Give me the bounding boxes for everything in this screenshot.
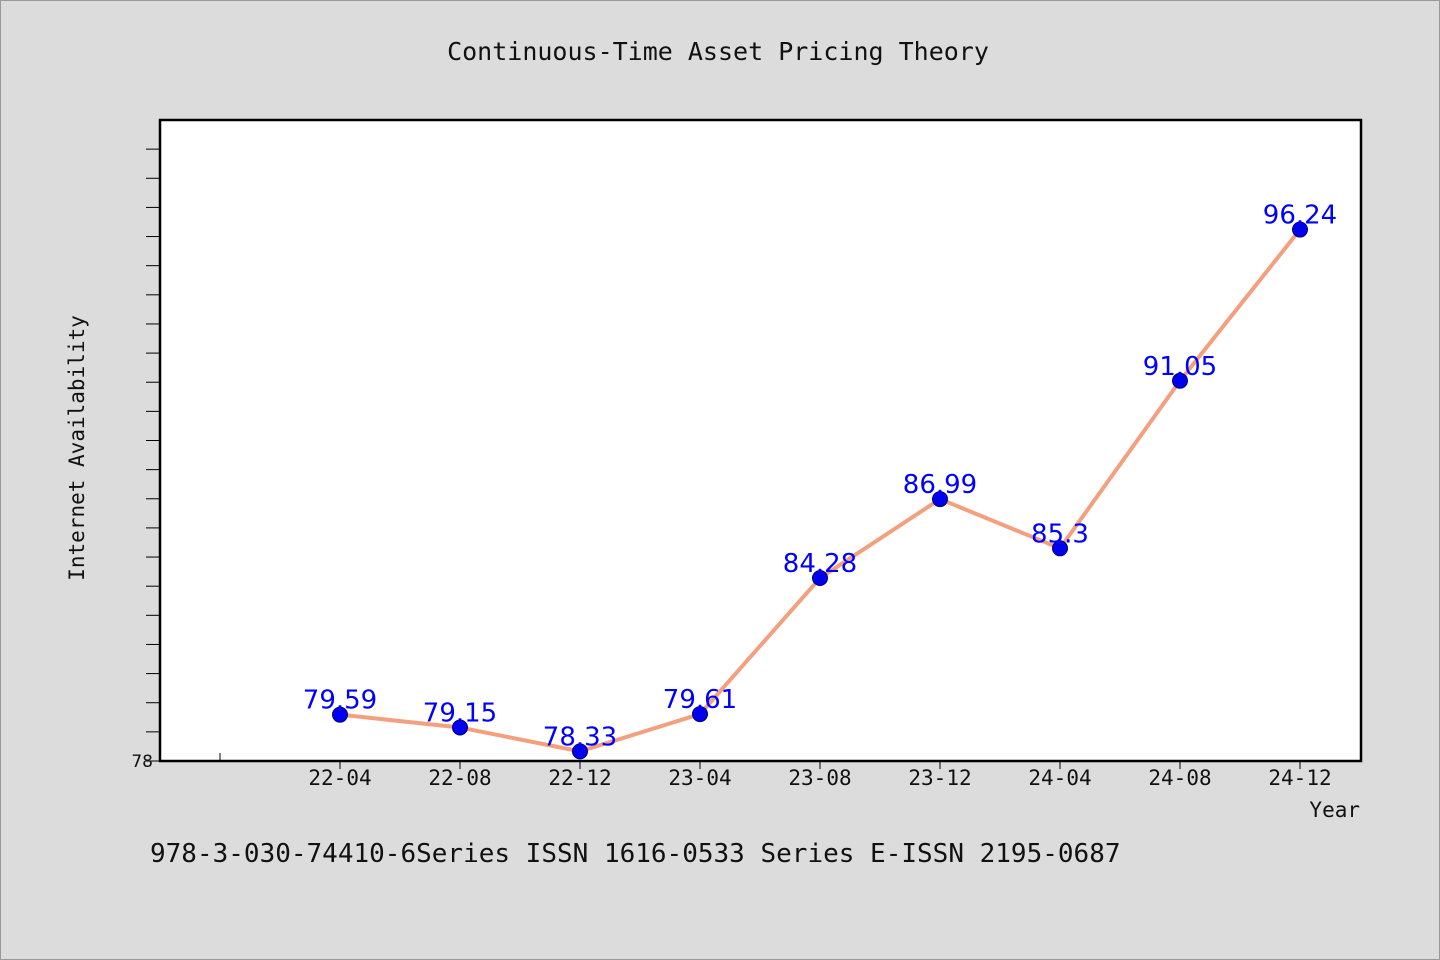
x-tick-label: 22-08 [428,766,491,790]
data-point [1052,540,1068,557]
data-label: 85.3 [1031,519,1089,549]
data-series: 79.59 79.15 78.33 79.61 84.28 86.99 85.3 91.05 9… [303,201,1337,760]
x-tick-label: 22-04 [308,766,371,790]
x-axis-label: Year [1309,798,1360,822]
data-point [812,570,828,587]
data-label: 96.24 [1263,201,1337,231]
y-tick-label: 78 [131,752,153,772]
x-tick-label: 24-04 [1028,766,1091,790]
x-tick-label: 23-04 [668,766,731,790]
data-point [932,491,948,508]
data-label: 79.59 [303,686,377,716]
x-tick-label: 24-08 [1148,766,1211,790]
y-axis-ticks: 78 [131,148,160,772]
x-tick-label: 23-08 [788,766,851,790]
data-point [1172,372,1188,389]
chart-title: Continuous-Time Asset Pricing Theory [447,37,989,66]
data-label: 79.15 [423,698,497,728]
data-point [1292,221,1308,238]
data-point [332,706,348,723]
data-label: 84.28 [783,549,857,579]
data-point [692,706,708,723]
data-label: 79.61 [663,685,737,715]
data-label: 91.05 [1143,352,1217,382]
x-tick-label: 23-12 [908,766,971,790]
data-label: 78.33 [543,722,617,752]
y-axis-label: Internet Availability [65,315,89,581]
plot-area [158,118,1363,763]
x-tick-label: 24-12 [1268,766,1331,790]
footer-text: 978-3-030-74410-6Series ISSN 1616-0533 S… [150,839,1121,869]
x-tick-label: 22-12 [548,766,611,790]
data-point [572,743,588,760]
x-axis-ticks: 22-04 22-08 22-12 23-04 23-08 23-12 24-04 24-08… [219,753,1332,790]
data-label: 86.99 [903,470,977,500]
data-point [452,719,468,736]
